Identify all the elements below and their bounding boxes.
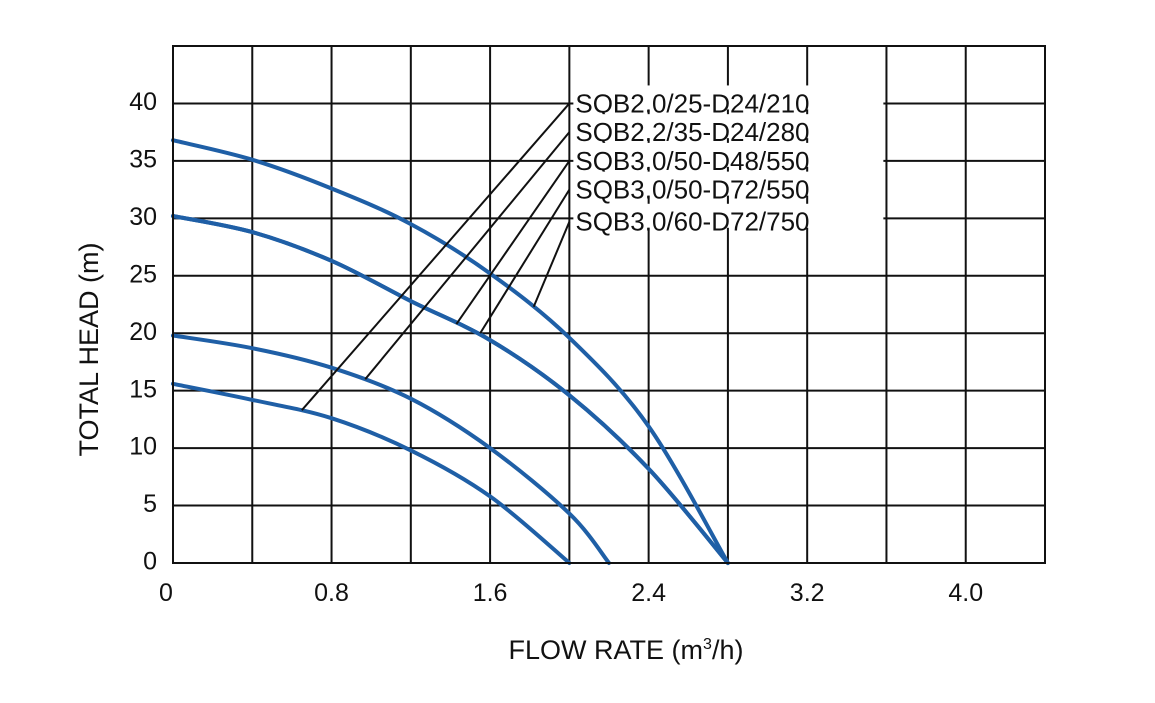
legend-label-5: SQB3.0/60-D72/750 [575, 207, 809, 237]
y-tick-label: 35 [129, 145, 157, 173]
y-tick-label: 5 [143, 490, 157, 518]
series-line-3 [171, 214, 730, 565]
legend-label-background [573, 203, 884, 228]
legend-label-background [573, 142, 884, 167]
x-tick-label: 4.0 [948, 579, 983, 607]
series-line-1 [171, 381, 572, 565]
series-line-5 [171, 138, 730, 565]
legend-label-background [573, 171, 884, 196]
y-tick-label: 15 [129, 375, 157, 403]
y-axis-label: TOTAL HEAD (m) [74, 242, 104, 456]
legend-label-4: SQB3.0/50-D72/550 [575, 174, 809, 204]
y-tick-label: 40 [129, 88, 157, 116]
plot-frame [172, 45, 1046, 564]
legend-label-background [573, 114, 884, 139]
performance-curves [171, 138, 730, 565]
series-line-2 [171, 333, 611, 565]
legend-leader-line-1 [301, 102, 571, 411]
legend-label-2: SQB2.2/35-D24/280 [575, 117, 809, 147]
x-axis-label-tail: /h) [712, 635, 744, 665]
y-tick-label: 30 [129, 203, 157, 231]
y-tick-label: 10 [129, 433, 157, 461]
y-tick-label: 0 [143, 548, 157, 576]
legend-label-3: SQB3.0/50-D48/550 [575, 146, 809, 176]
x-axis-label-main: FLOW RATE (m [509, 635, 703, 665]
x-tick-label: 1.6 [473, 579, 508, 607]
legend-leader-line-2 [364, 131, 571, 380]
legend-label-1: SQB2.0/25-D24/210 [575, 88, 809, 118]
x-axis-label: FLOW RATE (m3/h) [509, 635, 744, 665]
legend-leader-line-5 [532, 221, 571, 308]
x-axis-label-superscript: 3 [703, 636, 712, 653]
legend-leader-line-3 [455, 160, 571, 325]
x-tick-label: 2.4 [631, 579, 666, 607]
x-tick-label: 0.8 [314, 579, 349, 607]
legend-leader-lines [301, 102, 571, 411]
y-tick-label: 20 [129, 318, 157, 346]
legend: SQB2.0/25-D24/210SQB2.2/35-D24/280SQB3.0… [573, 85, 884, 237]
y-tick-label: 25 [129, 260, 157, 288]
x-tick-label: 3.2 [790, 579, 825, 607]
series-line-4 [171, 214, 730, 565]
legend-leader-line-4 [479, 189, 571, 334]
tick-labels: 0 5 10 15 20 25 30 35 40 0 0.8 1.6 2.4 3.2 4.0 [129, 88, 983, 607]
x-tick-label: 0 [159, 579, 173, 607]
legend-label-background [573, 85, 884, 110]
